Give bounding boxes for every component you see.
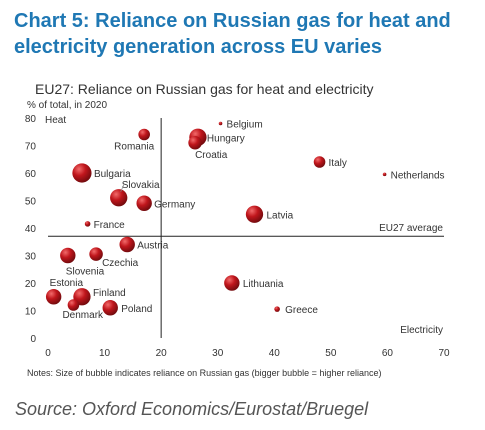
bubble-poland: [102, 300, 118, 316]
x-tick-label: 70: [438, 348, 450, 359]
bubble-greece: [274, 306, 280, 312]
y-tick-label: 0: [30, 334, 36, 345]
bubble-label-poland: Poland: [121, 304, 152, 315]
x-tick-label: 30: [212, 348, 224, 359]
source-line: Source: Oxford Economics/Eurostat/Bruege…: [15, 399, 369, 419]
axes: 0 10 20 30 40 50 60 70 0 10 20 30 40 50 60 70 80: [25, 114, 450, 359]
bubble-label-austria: Austria: [137, 241, 169, 252]
bubble-label-hungary: Hungary: [207, 133, 245, 144]
bubble-latvia: [245, 205, 264, 223]
x-tick-label: 50: [325, 348, 337, 359]
bubble-labels-layer: Belgium Romania Hungary Croatia Italy Netherl…: [50, 120, 445, 322]
bubble-label-czechia: Czechia: [102, 258, 139, 269]
bubble-czechia: [89, 247, 103, 261]
bubble-label-greece: Greece: [285, 305, 318, 316]
unit-label: % of total, in 2020: [27, 100, 107, 111]
y-tick-label: 30: [25, 252, 37, 263]
bubble-germany: [136, 195, 152, 211]
bubble-estonia: [45, 289, 62, 305]
bubble-netherlands: [382, 172, 387, 177]
bubble-label-france: France: [94, 220, 126, 231]
x-tick-label: 40: [269, 348, 281, 359]
bubble-label-belgium: Belgium: [227, 120, 263, 131]
bubble-label-slovakia: Slovakia: [122, 180, 160, 191]
bubble-italy: [313, 156, 326, 168]
bubble-label-bulgaria: Bulgaria: [94, 169, 131, 180]
bubble-label-romania: Romania: [114, 142, 154, 153]
chart-title-line-2: electricity generation across EU varies: [14, 36, 382, 58]
y-tick-label: 60: [25, 169, 37, 180]
x-axis-label: Electricity: [400, 325, 443, 336]
y-axis-label: Heat: [45, 115, 66, 126]
bubble-label-germany: Germany: [154, 199, 195, 210]
bubble-label-croatia: Croatia: [195, 150, 228, 161]
bubble-slovenia: [60, 247, 76, 264]
bubble-label-slovenia: Slovenia: [66, 267, 105, 278]
eu27-average-label: EU27 average: [379, 223, 443, 234]
bubble-label-estonia: Estonia: [50, 278, 84, 289]
bubble-lithuania: [224, 275, 240, 291]
chart-note: Notes: Size of bubble indicates reliance…: [27, 368, 381, 378]
y-tick-label: 20: [25, 279, 37, 290]
y-tick-label: 40: [25, 224, 37, 235]
chart-subtitle: EU27: Reliance on Russian gas for heat a…: [35, 81, 374, 97]
bubble-slovakia: [110, 189, 128, 207]
chart-title: Chart 5: Reliance on Russian gas for hea…: [14, 8, 474, 60]
x-tick-label: 20: [156, 348, 168, 359]
x-tick-label: 60: [382, 348, 394, 359]
bubble-label-denmark: Denmark: [62, 310, 104, 321]
bubble-label-netherlands: Netherlands: [391, 170, 445, 181]
bubble-austria: [119, 236, 135, 253]
bubble-label-italy: Italy: [329, 158, 347, 169]
bubble-france: [84, 221, 91, 227]
chart-title-line-1: Chart 5: Reliance on Russian gas for hea…: [14, 10, 451, 32]
y-tick-label: 10: [25, 307, 37, 318]
bubble-denmark: [67, 299, 80, 311]
y-tick-label: 50: [25, 197, 37, 208]
slovakia-leader-line: [120, 184, 125, 192]
bubble-chart: EU27: Reliance on Russian gas for heat a…: [25, 81, 450, 378]
x-tick-label: 10: [99, 348, 111, 359]
y-tick-label: 80: [25, 114, 37, 125]
chart-area: EU27: Reliance on Russian gas for heat a…: [0, 70, 485, 390]
x-tick-label: 0: [45, 348, 51, 359]
bubbles-layer: [45, 121, 387, 316]
bubble-bulgaria: [72, 163, 92, 183]
y-tick-label: 70: [25, 142, 37, 153]
bubble-belgium: [218, 121, 223, 126]
bubble-label-latvia: Latvia: [266, 210, 293, 221]
bubble-croatia: [188, 136, 202, 150]
bubble-romania: [138, 128, 150, 141]
bubble-label-finland: Finland: [93, 288, 126, 299]
bubble-label-lithuania: Lithuania: [243, 279, 284, 290]
